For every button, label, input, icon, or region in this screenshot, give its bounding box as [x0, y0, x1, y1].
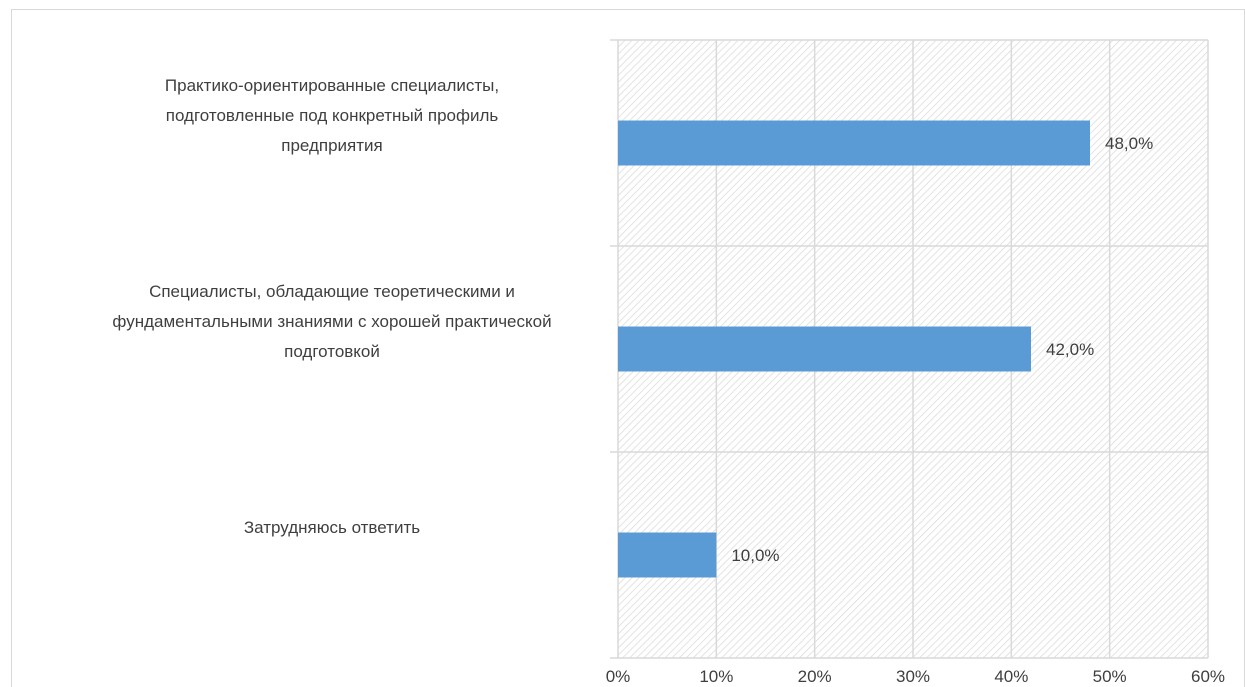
x-tick-label-30: 30%	[896, 667, 930, 686]
x-tick-label-20: 20%	[798, 667, 832, 686]
category-label-2: Затрудняюсь ответить	[244, 518, 420, 537]
data-label-1: 42,0%	[1046, 340, 1094, 359]
data-label-2: 10,0%	[731, 546, 779, 565]
bar-1	[618, 326, 1031, 372]
category-label-0: Практико-ориентированные специалисты, под…	[165, 76, 499, 155]
category-label-0-line-1: подготовленные под конкретный профиль	[166, 106, 499, 125]
category-label-0-line-2: предприятия	[281, 136, 383, 155]
x-tick-label-50: 50%	[1093, 667, 1127, 686]
data-label-0: 48,0%	[1105, 134, 1153, 153]
x-tick-label-40: 40%	[994, 667, 1028, 686]
category-label-2-line-0: Затрудняюсь ответить	[244, 518, 420, 537]
x-tick-label-60: 60%	[1191, 667, 1225, 686]
x-tick-label-0: 0%	[606, 667, 631, 686]
bar-0	[618, 120, 1090, 166]
category-label-1-line-2: подготовкой	[284, 342, 380, 361]
category-label-0-line-0: Практико-ориентированные специалисты,	[165, 76, 499, 95]
category-label-1-line-0: Специалисты, обладающие теоретическими и	[149, 282, 515, 301]
bar-2	[618, 532, 717, 578]
category-label-1-line-1: фундаментальными знаниями с хорошей прак…	[112, 312, 551, 331]
category-label-1: Специалисты, обладающие теоретическими и…	[112, 282, 551, 361]
x-tick-label-10: 10%	[699, 667, 733, 686]
